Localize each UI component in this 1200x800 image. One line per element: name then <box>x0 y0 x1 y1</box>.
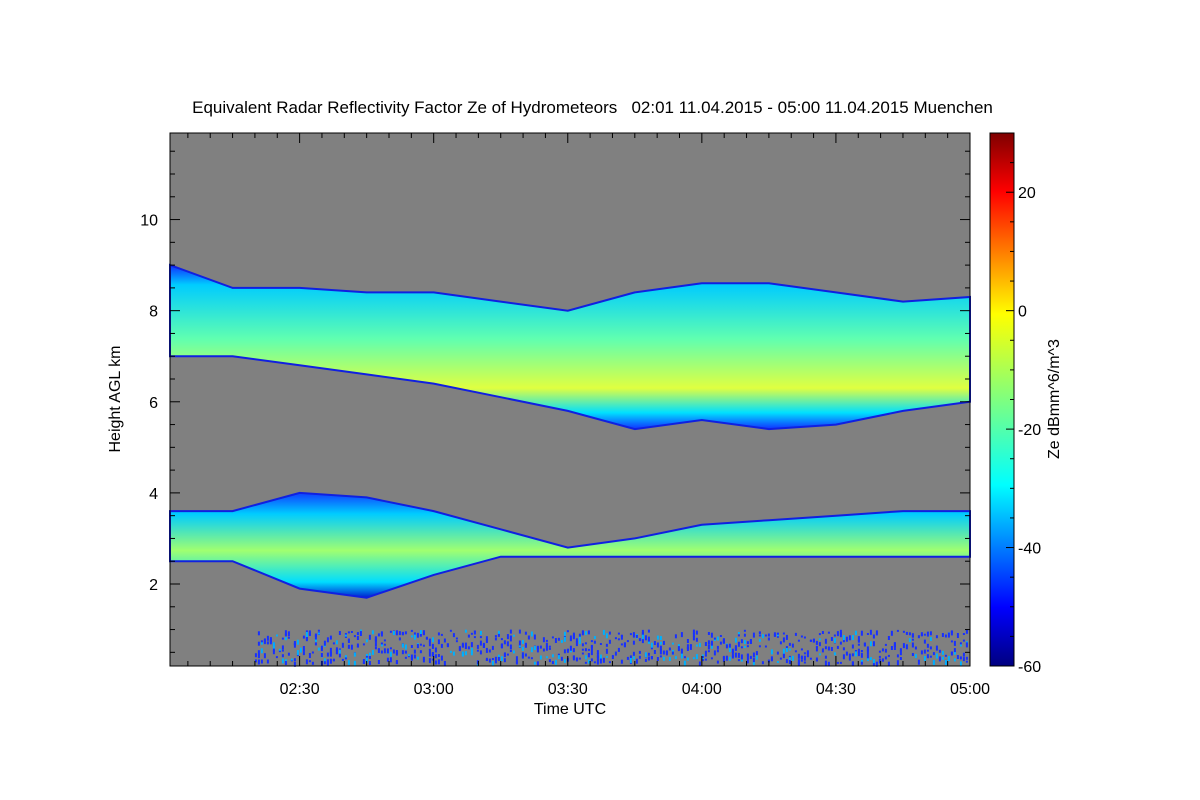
x-tick-label: 04:30 <box>816 681 856 698</box>
plot-frame <box>169 132 971 667</box>
x-tick-label: 03:30 <box>548 681 588 698</box>
y-tick-label: 4 <box>149 486 158 503</box>
colorbar-tick-label: 20 <box>1018 185 1036 202</box>
y-tick-label: 8 <box>149 304 158 321</box>
y-tick-label: 6 <box>149 395 158 412</box>
x-tick-label: 04:00 <box>682 681 722 698</box>
colorbar-tick-label: -40 <box>1018 541 1041 558</box>
ground-clutter <box>254 629 968 667</box>
colorbar-label: Ze dBmm^6/m^3 <box>1046 339 1063 459</box>
y-tick-label: 10 <box>140 213 158 230</box>
x-tick-label: 02:30 <box>280 681 320 698</box>
x-tick-label: 03:00 <box>414 681 454 698</box>
colorbar: -60 -40 -20 0 20 <box>989 132 1041 676</box>
y-tick-label: 2 <box>149 577 158 594</box>
chart-title: Equivalent Radar Reflectivity Factor Ze … <box>192 98 993 117</box>
colorbar-tick-label: -60 <box>1018 659 1041 676</box>
x-axis-label: Time UTC <box>534 701 606 718</box>
y-axis: 2 4 6 8 10 <box>140 150 970 653</box>
colorbar-tick-label: 0 <box>1018 304 1027 321</box>
y-axis-label: Height AGL km <box>107 345 124 452</box>
x-tick-label: 05:00 <box>950 681 990 698</box>
cloud-layers <box>169 263 971 667</box>
x-axis: 02:30 03:00 03:30 04:00 04:30 05:00 <box>187 133 990 698</box>
colorbar-tick-label: -20 <box>1018 422 1041 439</box>
plot-area <box>169 132 971 667</box>
